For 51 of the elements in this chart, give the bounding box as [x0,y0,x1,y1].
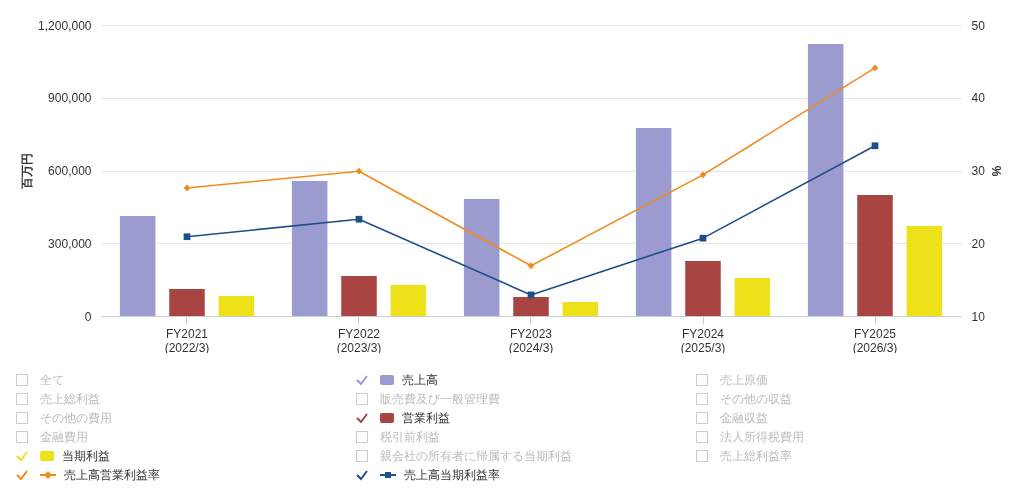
y2-tick-label: 30 [971,164,986,178]
y-tick-label: 0 [84,309,92,324]
point [871,64,879,72]
text: その他の収益 [720,390,792,408]
point [527,262,535,270]
text: 法人所得税費用 [720,428,804,446]
y2-axis-title: % [988,165,1003,177]
legend-label: 当期利益 [62,447,110,465]
bar [390,284,427,316]
y-tick-label: 300,000 [48,236,92,251]
bar [463,199,500,316]
y2-tick-label: 40 [971,91,986,106]
y-tick-label: 900,000 [48,91,92,106]
bar [685,260,721,316]
text: 税引前利益 [380,428,440,446]
text: 金融費用 [40,428,88,446]
bar [291,180,328,316]
y2-tick-label: 50 [971,18,986,33]
text: 全て [40,371,64,389]
legend-label: 売上高 [402,371,438,389]
bar [341,275,377,316]
point [183,233,191,241]
bar [562,301,599,316]
legend-label: 営業利益 [402,409,450,427]
y-tick-label: 1,200,000 [38,18,92,33]
point [699,171,707,179]
point [355,215,363,223]
legend-label: 売上高営業利益率 [64,466,160,484]
point [355,167,363,175]
point [699,234,707,242]
point [183,184,191,192]
bar [734,277,771,316]
y-tick-label: 600,000 [48,164,92,178]
text: その他の費用 [40,409,112,427]
y2-tick-label: 20 [971,236,986,251]
bar [513,297,549,316]
legend-label: 売上高当期利益率 [404,466,500,484]
text: 金融収益 [720,409,768,427]
bar [857,194,893,316]
bar [169,289,205,316]
point [871,142,879,150]
y-axis-title: 百万円 [20,153,35,190]
bar [119,216,156,316]
y2-tick-label: 10 [971,309,986,324]
text: 売上総利益 [40,390,100,408]
text: 親会社の所有者に帰属する当期利益 [380,447,572,465]
bar [218,296,255,316]
bar [906,226,943,316]
text: 売上総利益率 [720,447,792,465]
bar [807,43,844,316]
bar [635,128,672,316]
